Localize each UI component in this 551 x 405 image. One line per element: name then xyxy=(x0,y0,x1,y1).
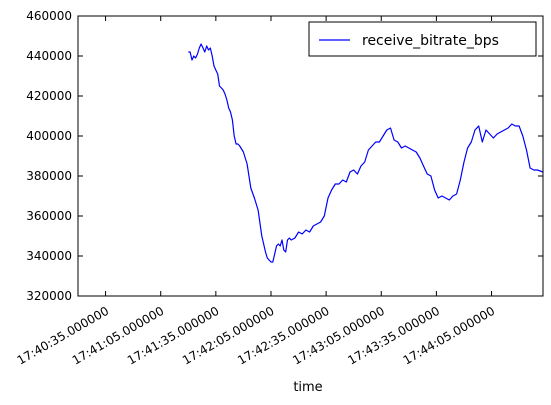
y-tick-label: 460000 xyxy=(26,9,72,23)
y-tick-label: 420000 xyxy=(26,89,72,103)
x-axis-label: time xyxy=(293,380,322,395)
legend-box xyxy=(308,21,537,57)
y-tick-label: 360000 xyxy=(26,209,72,223)
y-axis: 320000 340000 360000 380000 400000 420000 4400… xyxy=(26,9,543,303)
legend-label-receive-bitrate-bps: receive_bitrate_bps xyxy=(362,33,499,49)
plot-area xyxy=(188,43,544,263)
y-tick-label: 440000 xyxy=(26,49,72,63)
y-tick-label: 340000 xyxy=(26,249,72,263)
series-line-receive-bitrate-bps xyxy=(188,43,544,263)
y-tick-label: 320000 xyxy=(26,289,72,303)
plot-frame xyxy=(77,15,544,297)
y-tick-label: 400000 xyxy=(26,129,72,143)
legend: receive_bitrate_bps xyxy=(308,21,537,57)
y-tick-label: 380000 xyxy=(26,169,72,183)
